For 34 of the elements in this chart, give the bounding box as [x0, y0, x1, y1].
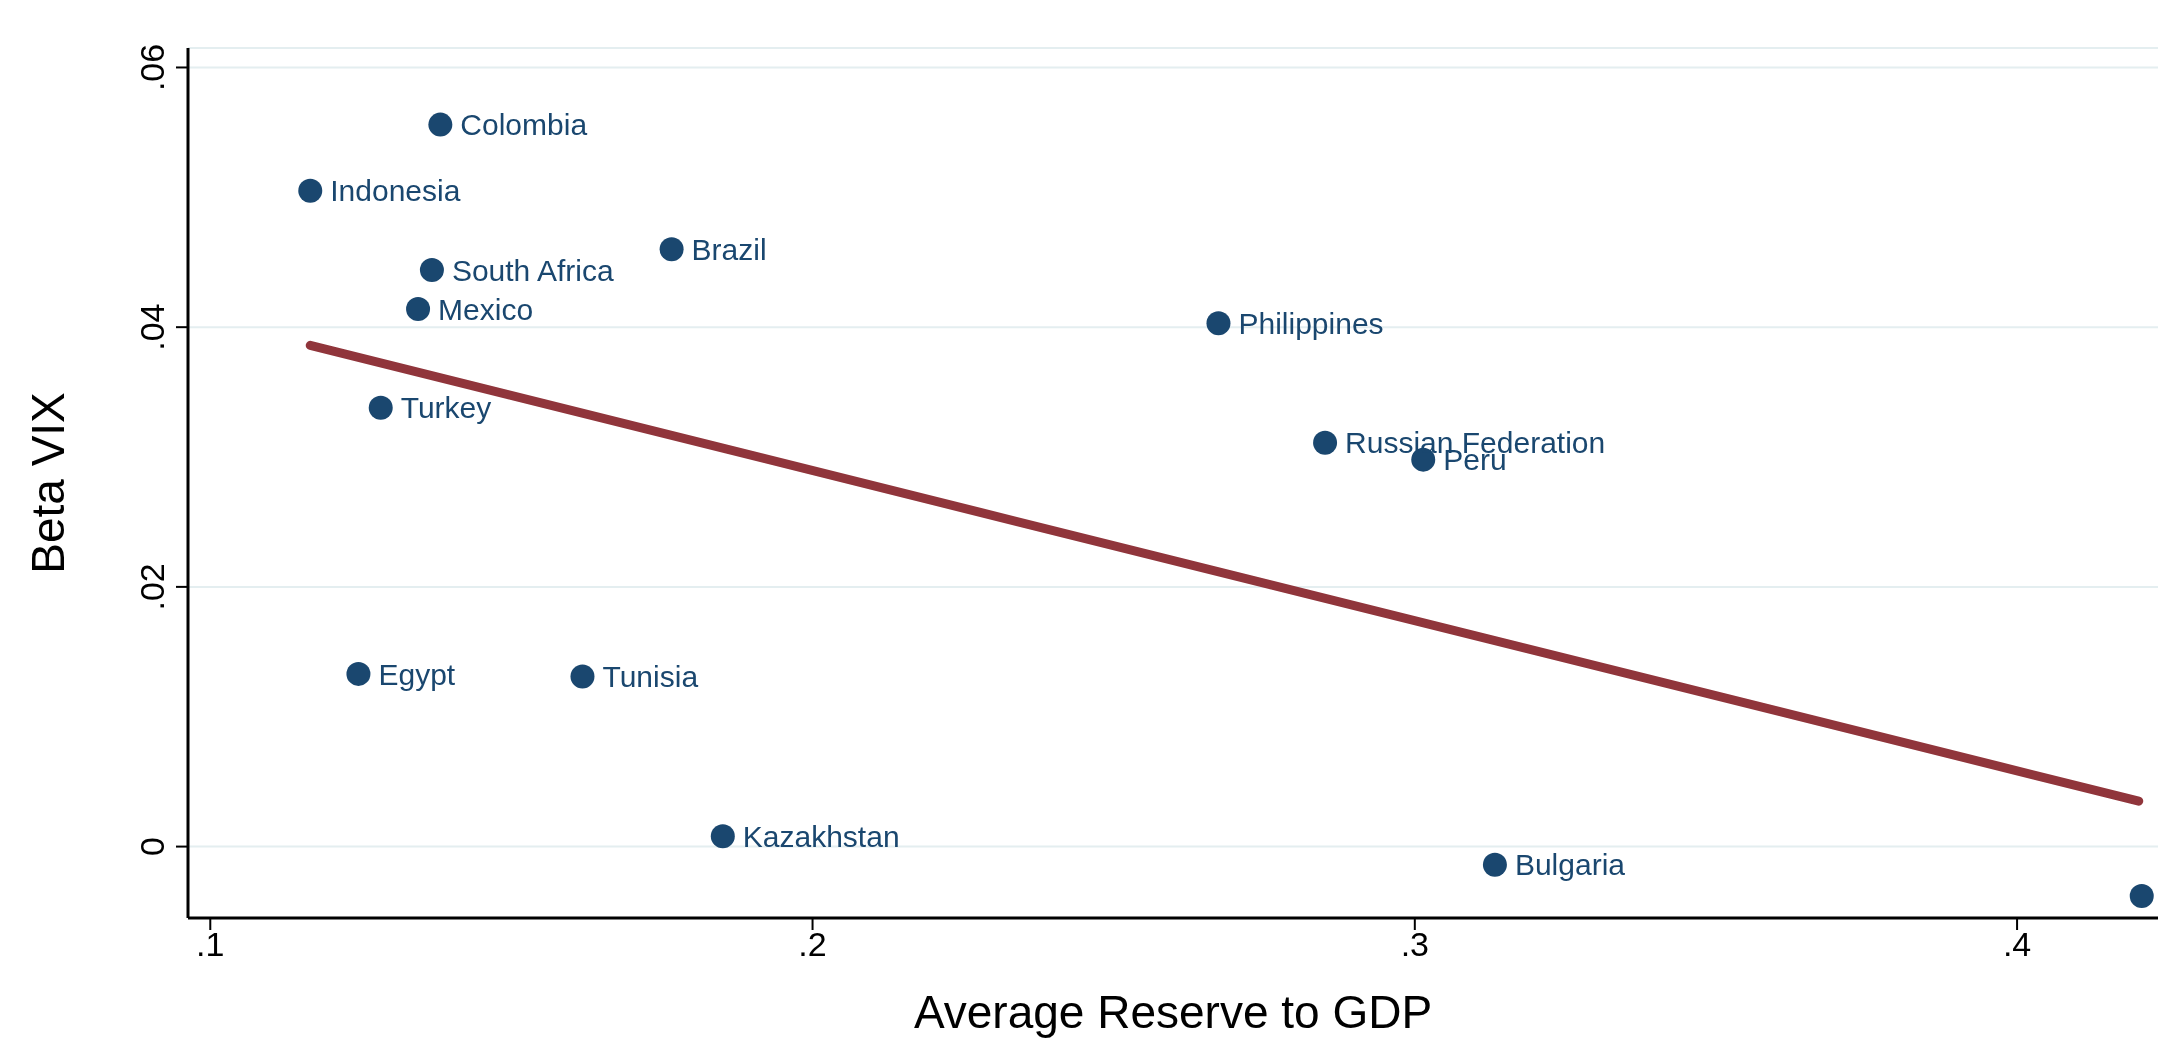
- annotation: Philippines: [1238, 306, 1384, 340]
- point: [1482, 852, 1507, 877]
- point: [710, 824, 735, 849]
- y-axis-title: Beta VIX: [22, 392, 75, 574]
- y-tick-label: .04: [133, 303, 171, 351]
- annotation: Indonesia: [330, 174, 461, 208]
- point: [346, 661, 371, 686]
- point: [298, 178, 323, 203]
- x-tick-label: .4: [2002, 925, 2032, 964]
- point: [406, 297, 431, 321]
- annotation: Brazil: [691, 232, 767, 266]
- y-tick-label: 0: [133, 837, 171, 857]
- point: [428, 112, 453, 137]
- annotation: South Africa: [451, 253, 614, 287]
- annotation: Egypt: [378, 657, 456, 691]
- point: [419, 258, 444, 283]
- x-tick-label: .1: [196, 925, 225, 964]
- annotation: Mexico: [438, 292, 534, 326]
- point: [659, 237, 684, 262]
- x-axis-title: Average Reserve to GDP: [913, 986, 1433, 1038]
- annotation: Tunisia: [602, 660, 699, 694]
- point: [1206, 311, 1231, 336]
- annotation: Bulgaria: [1514, 848, 1626, 882]
- point: [2129, 883, 2154, 908]
- y-tick-label: .06: [133, 43, 171, 92]
- annotation: Kazakhstan: [742, 819, 900, 853]
- annotation: Colombia: [460, 108, 588, 142]
- x-tick-label: .3: [1400, 925, 1429, 964]
- y-tick-label: .02: [133, 563, 171, 611]
- point: [1313, 430, 1338, 455]
- annotation: Turkey: [400, 391, 492, 425]
- point: [368, 395, 393, 420]
- point: [570, 664, 595, 689]
- x-tick-label: .2: [798, 925, 827, 964]
